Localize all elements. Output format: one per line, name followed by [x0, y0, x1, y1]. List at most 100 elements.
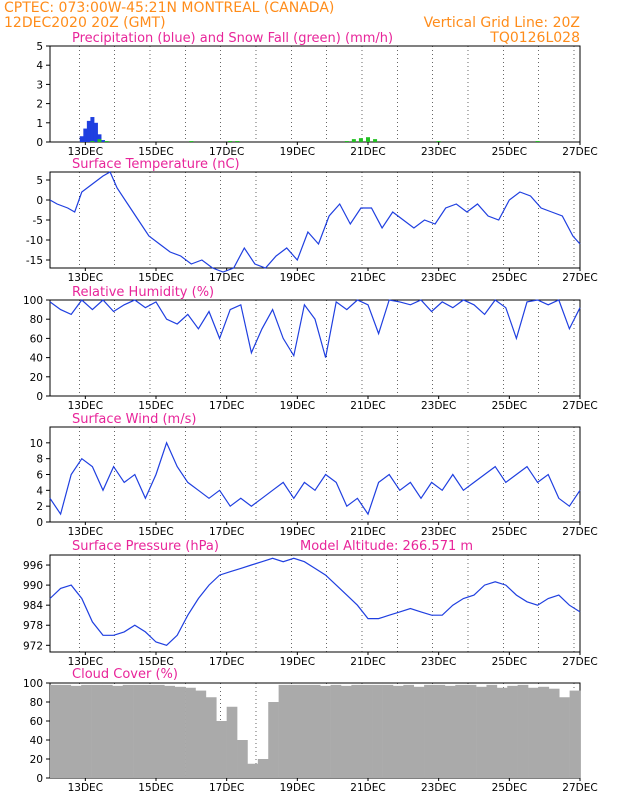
cloud-bar [320, 685, 331, 778]
title-temp: Surface Temperature (nC) [72, 157, 240, 172]
y-tick-label: 80 [30, 697, 43, 709]
x-tick-label: 19DEC [280, 146, 315, 158]
x-tick-label: 21DEC [350, 146, 385, 158]
x-tick-label: 17DEC [209, 272, 244, 284]
cloud-bar [153, 684, 165, 778]
header-line2-right: Vertical Grid Line: 20Z [424, 15, 580, 31]
precip-bar [83, 128, 88, 142]
cloud-bar [455, 684, 466, 778]
y-tick-label: 2 [36, 99, 43, 111]
x-tick-label: 13DEC [68, 146, 103, 158]
series-line [49, 171, 581, 273]
x-tick-label: 15DEC [138, 400, 173, 412]
x-tick-label: 15DEC [138, 272, 173, 284]
cloud-bar [174, 686, 186, 778]
cloud-bar [81, 684, 92, 778]
precip-bar [79, 136, 84, 142]
cloud-bar [112, 685, 124, 778]
y-tick-label: 20 [30, 754, 43, 766]
cloud-bar [517, 684, 529, 778]
snow-bar [97, 139, 102, 142]
x-tick-label: 13DEC [68, 400, 103, 412]
x-tick-label: 27DEC [562, 656, 597, 668]
title-wind: Surface Wind (m/s) [72, 412, 196, 427]
precip-bar [97, 134, 102, 142]
x-tick-label: 17DEC [209, 400, 244, 412]
y-tick-label: 80 [30, 314, 43, 326]
cloud-bar [195, 690, 207, 778]
plot-frame [49, 554, 581, 653]
cloud-bar [559, 697, 570, 778]
cloud-bar [569, 690, 581, 778]
x-tick-label: 15DEC [138, 146, 173, 158]
snow-bar [104, 141, 109, 142]
y-tick-label: 0 [36, 391, 43, 403]
y-tick-label: 996 [23, 560, 43, 572]
cloud-bar [247, 763, 259, 778]
y-tick-label: 978 [23, 620, 43, 632]
cloud-bar [382, 684, 394, 778]
header-line2-left: 12DEC2020 20Z (GMT) [4, 15, 166, 31]
cloud-bar [476, 686, 487, 778]
x-tick-label: 27DEC [562, 782, 597, 794]
x-tick-label: 19DEC [280, 656, 315, 668]
cloud-bar [289, 684, 300, 778]
cloud-bar [424, 684, 435, 778]
cloud-bar [309, 684, 321, 778]
x-tick-label: 27DEC [562, 400, 597, 412]
x-tick-label: 13DEC [68, 656, 103, 668]
cloud-bar [340, 685, 352, 778]
x-tick-label: 23DEC [421, 656, 456, 668]
cloud-bar [299, 684, 311, 778]
cloud-bar [60, 684, 72, 778]
x-tick-label: 15DEC [138, 526, 173, 538]
title-pressure: Surface Pressure (hPa) [72, 539, 219, 554]
header-line3-right: TQ0126L028 [489, 30, 580, 46]
cloud-bar [257, 759, 269, 778]
cloud-bar [496, 687, 508, 778]
snow-bar [235, 141, 240, 142]
y-tick-label: 4 [36, 485, 43, 497]
title-cloud: Cloud Cover (%) [72, 667, 178, 682]
cloud-bar [507, 685, 518, 778]
cloud-bar [122, 684, 134, 778]
y-tick-label: 100 [23, 678, 43, 690]
y-tick-label: 60 [30, 716, 43, 728]
cloud-bar [237, 740, 248, 778]
snow-bar [373, 139, 378, 142]
y-tick-label: 972 [23, 640, 43, 652]
snow-bar [90, 141, 95, 142]
x-tick-label: 25DEC [492, 146, 527, 158]
x-tick-label: 21DEC [350, 782, 385, 794]
title-rh: Relative Humidity (%) [72, 285, 214, 300]
x-tick-label: 25DEC [492, 656, 527, 668]
x-tick-label: 23DEC [421, 400, 456, 412]
plot-frame [49, 171, 581, 269]
header-line1-left: CPTEC: 073:00W-45:21N MONTREAL (CANADA) [4, 0, 334, 16]
x-tick-label: 27DEC [562, 272, 597, 284]
precip-bar [90, 117, 95, 142]
panels: 0 1 2 3 4 5 13DEC 15DEC 17DEC 19DEC 21DEC 23DEC 25DE… [23, 41, 598, 794]
x-tick-label: 21DEC [350, 656, 385, 668]
x-tick-label: 23DEC [421, 272, 456, 284]
y-tick-label: 0 [36, 773, 43, 785]
y-tick-label: 3 [36, 79, 43, 91]
x-tick-label: 19DEC [280, 526, 315, 538]
plot-frame [49, 45, 581, 143]
y-tick-label: -5 [33, 215, 43, 227]
cloud-bar [372, 684, 383, 778]
y-tick-label: 20 [30, 372, 43, 384]
x-tick-label: 21DEC [350, 400, 385, 412]
y-tick-label: 0 [36, 137, 43, 149]
x-tick-label: 25DEC [492, 782, 527, 794]
x-tick-label: 23DEC [421, 146, 456, 158]
cloud-bar [91, 684, 103, 778]
snow-bar [351, 139, 356, 142]
cloud-bar [133, 684, 144, 778]
cloud-bar [50, 684, 61, 778]
cloud-bar [548, 688, 560, 778]
x-tick-label: 17DEC [209, 146, 244, 158]
x-tick-label: 13DEC [68, 782, 103, 794]
x-tick-label: 25DEC [492, 400, 527, 412]
